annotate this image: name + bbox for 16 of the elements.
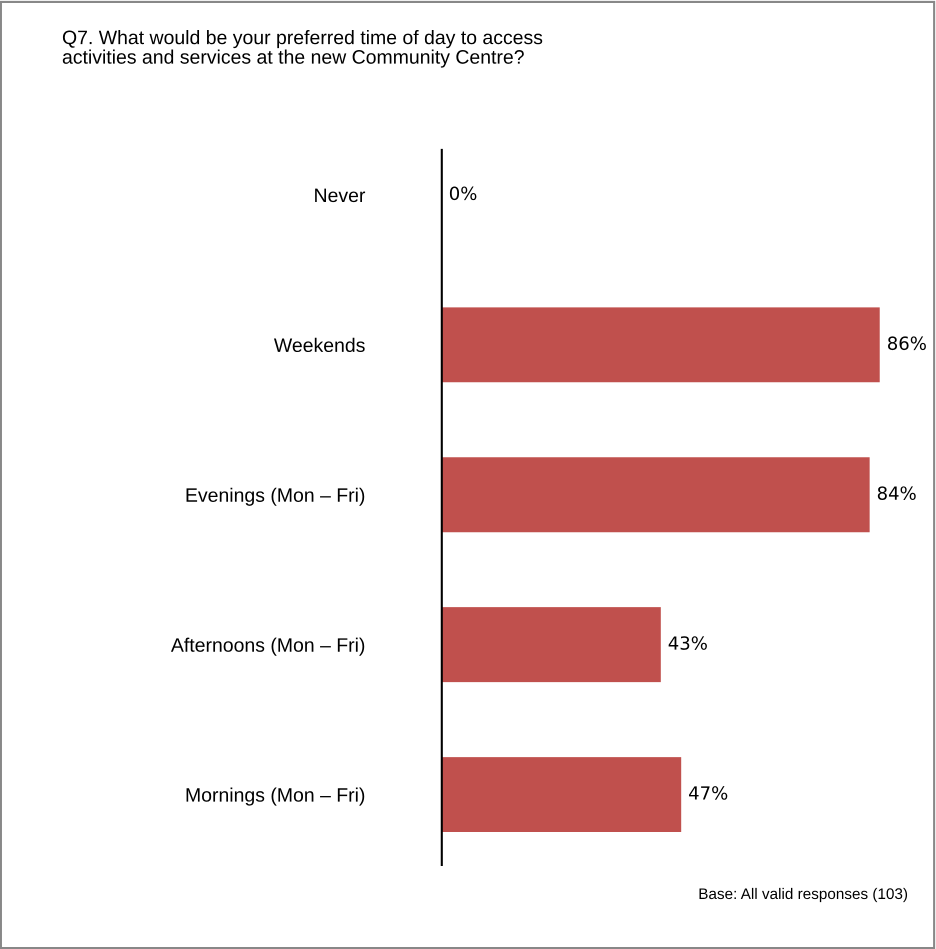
data-label: 84% (878, 486, 916, 500)
y-tick-label: Evenings (Mon – Fri) (186, 488, 364, 506)
chart-title: Q7. What would be your preferred time of day to access activities and services at the new Community Centre? (62, 30, 542, 68)
data-label: 47% (689, 786, 728, 800)
y-tick-label: Weekends (274, 338, 365, 352)
y-tick-label: Never (315, 188, 366, 202)
data-label: 43% (668, 636, 707, 650)
y-tick-label: Afternoons (Mon – Fri) (170, 638, 364, 656)
data-label: 0% (450, 186, 476, 200)
data-label: 86% (888, 336, 926, 350)
bar (442, 307, 880, 382)
bar (442, 457, 870, 532)
bar (442, 757, 682, 832)
bar (442, 607, 661, 682)
y-tick-label: Mornings (Mon – Fri) (186, 788, 364, 806)
text: Base: All valid responses (103) (700, 888, 908, 902)
